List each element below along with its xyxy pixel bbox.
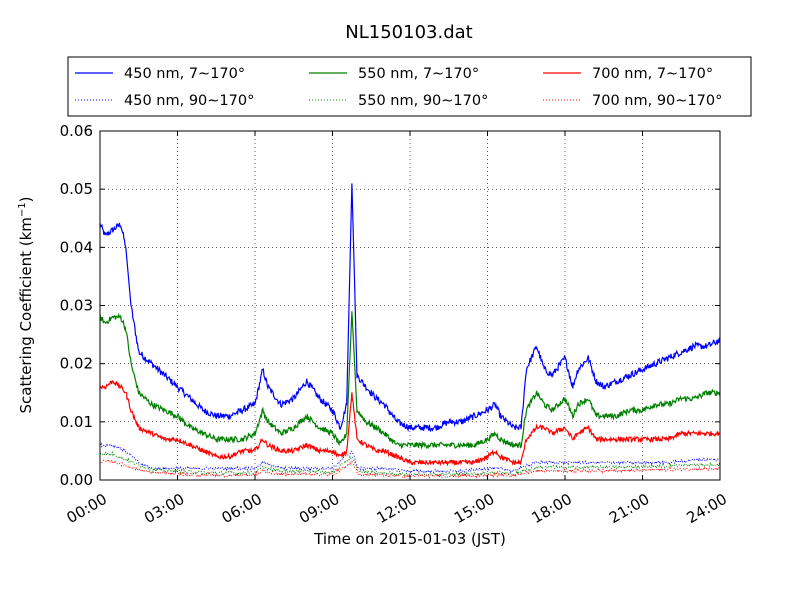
- y-tick-label: 0.04: [60, 238, 93, 256]
- x-axis-label: Time on 2015-01-03 (JST): [313, 530, 506, 548]
- legend-label-4: 550 nm, 90∼170°: [358, 93, 488, 109]
- chart-title: NL150103.dat: [345, 22, 472, 43]
- y-axis-label-exponent: −1: [17, 202, 28, 217]
- legend-label-2: 700 nm, 7∼170°: [592, 66, 713, 82]
- legend-box: [67, 56, 752, 117]
- y-tick-label: 0.03: [60, 297, 93, 315]
- legend-label-1: 550 nm, 7∼170°: [358, 66, 479, 82]
- series-line-2: [99, 379, 721, 467]
- y-axis-label-main: Scattering Coefficient (km: [17, 217, 35, 413]
- series-line-4: [99, 450, 721, 477]
- y-tick-label: 0.06: [60, 122, 93, 140]
- series-group: [99, 183, 721, 480]
- legend-label-0: 450 nm, 7∼170°: [124, 66, 245, 82]
- legend-label-5: 700 nm, 90∼170°: [592, 93, 722, 109]
- series-line-0: [99, 183, 721, 433]
- y-axis-label: Scattering Coefficient (km−1): [17, 196, 35, 413]
- y-tick-label: 0.01: [60, 413, 93, 431]
- y-tick-label: 0.05: [60, 180, 93, 198]
- grid: [100, 131, 720, 480]
- legend: 450 nm, 7∼170° 550 nm, 7∼170° 700 nm, 7∼17…: [67, 56, 752, 117]
- series-line-3: [99, 442, 721, 475]
- legend-label-3: 450 nm, 90∼170°: [124, 93, 254, 109]
- y-tick-label: 0.02: [60, 355, 93, 373]
- series-line-1: [99, 311, 721, 450]
- y-tick-label: 0.00: [60, 471, 93, 489]
- y-axis-label-close: ): [17, 196, 35, 202]
